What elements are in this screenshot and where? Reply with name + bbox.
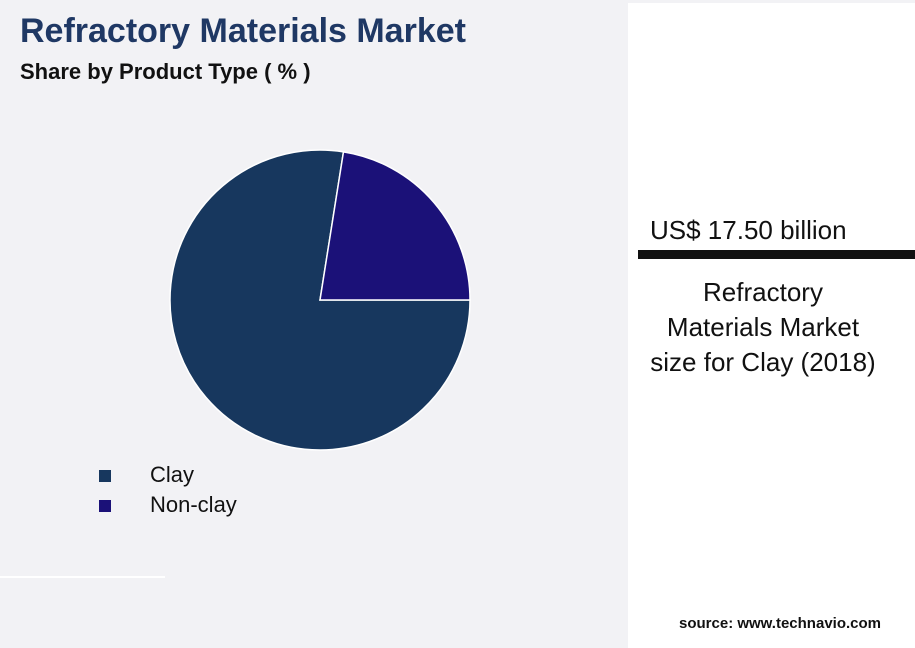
chart-title: Refractory Materials Market (20, 12, 466, 50)
legend-label: Non-clay (150, 492, 237, 517)
highlight-caption: Refractory Materials Market size for Cla… (650, 277, 876, 377)
chart-subtitle: Share by Product Type ( % ) (20, 59, 311, 84)
legend-marker (99, 470, 111, 482)
legend-marker (99, 500, 111, 512)
side-panel: US$ 17.50 billion Refractory Materials M… (628, 3, 915, 648)
pie-slice (319, 150, 471, 301)
legend-label: Clay (150, 462, 194, 487)
chart: Refractory Materials Market Share by Pro… (0, 12, 471, 578)
divider-bar (638, 250, 915, 259)
source: source: www.technavio.com (679, 615, 881, 632)
highlight-value: US$ 17.50 billion (650, 215, 847, 245)
